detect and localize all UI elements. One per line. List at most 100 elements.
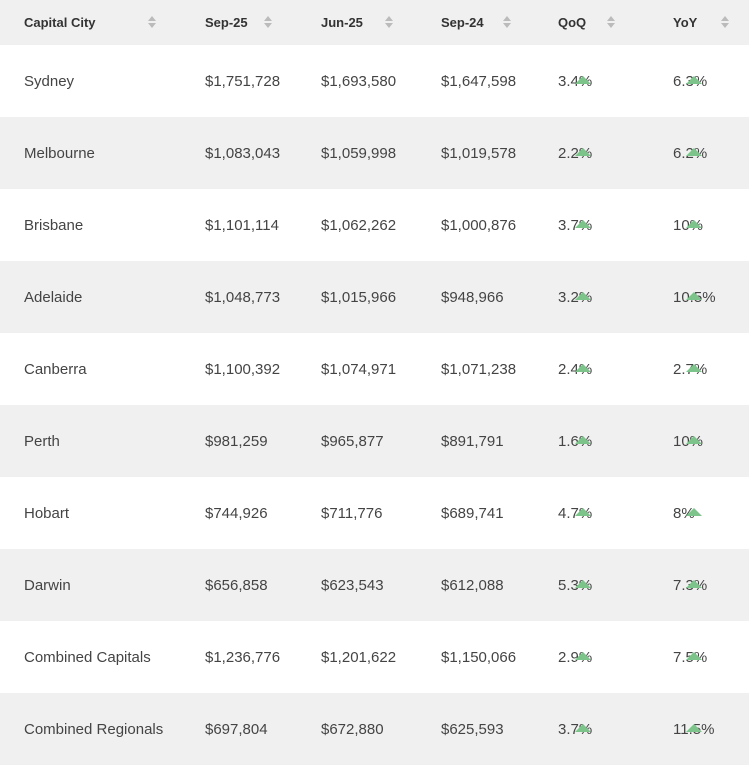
- col-header-yoy[interactable]: YoY: [640, 0, 749, 45]
- col-header-label: QoQ: [558, 15, 587, 30]
- cell-jun25: $623,543: [321, 576, 384, 594]
- col-header-label: YoY: [673, 15, 698, 30]
- cell-jun25: $1,693,580: [321, 72, 397, 90]
- cell-yoy: 2.7%: [640, 333, 749, 405]
- trend-up-icon: [686, 220, 702, 228]
- cell-yoy: 6.3%: [640, 45, 749, 117]
- cell-qoq: 3.2%: [535, 261, 640, 333]
- trend-up-icon: [575, 652, 591, 660]
- cell-yoy: 10%: [640, 189, 749, 261]
- cell-city: Combined Capitals: [24, 648, 151, 666]
- table-row: Hobart $744,926 $711,776 $689,741 4.7% 8…: [0, 477, 749, 549]
- trend-up-icon: [686, 148, 702, 156]
- col-header-label: Sep-25: [205, 15, 248, 30]
- cell-yoy: 10%: [640, 405, 749, 477]
- cell-qoq: 2.2%: [535, 117, 640, 189]
- col-header-label: Sep-24: [441, 15, 484, 30]
- cell-sep24: $1,000,876: [441, 216, 517, 234]
- cell-jun25: $672,880: [321, 720, 384, 738]
- cell-qoq: 3.7%: [535, 189, 640, 261]
- sort-icon[interactable]: [385, 16, 393, 28]
- trend-up-icon: [575, 220, 591, 228]
- col-header-qoq[interactable]: QoQ: [535, 0, 640, 45]
- table-header: Capital City Sep-25 Jun-25 Sep-24 QoQ Yo…: [0, 0, 749, 45]
- cell-jun25: $1,062,262: [321, 216, 397, 234]
- table-row: Combined Capitals $1,236,776 $1,201,622 …: [0, 621, 749, 693]
- table-row: Canberra $1,100,392 $1,074,971 $1,071,23…: [0, 333, 749, 405]
- cell-qoq: 3.7%: [535, 693, 640, 765]
- trend-up-icon: [686, 436, 702, 444]
- cell-sep25: $1,101,114: [205, 216, 279, 234]
- cell-qoq: 1.6%: [535, 405, 640, 477]
- cell-yoy: 10.5%: [640, 261, 749, 333]
- trend-up-icon: [686, 580, 702, 588]
- trend-up-icon: [686, 652, 702, 660]
- cell-sep25: $1,100,392: [205, 360, 281, 378]
- cell-qoq: 2.9%: [535, 621, 640, 693]
- cell-city: Adelaide: [24, 288, 83, 306]
- cell-city: Combined Regionals: [24, 720, 164, 738]
- cell-sep24: $625,593: [441, 720, 504, 738]
- cell-sep24: $948,966: [441, 288, 504, 306]
- trend-up-icon: [575, 364, 591, 372]
- cell-yoy: 8%: [640, 477, 749, 549]
- cell-yoy: 7.3%: [640, 549, 749, 621]
- cell-qoq: 3.4%: [535, 45, 640, 117]
- cell-city: Canberra: [24, 360, 87, 378]
- cell-city: Brisbane: [24, 216, 84, 234]
- cell-sep25: $981,259: [205, 432, 268, 450]
- cell-city: Melbourne: [24, 144, 95, 162]
- cell-yoy: 6.2%: [640, 117, 749, 189]
- cell-qoq: 5.3%: [535, 549, 640, 621]
- cell-sep24: $1,019,578: [441, 144, 517, 162]
- trend-up-icon: [686, 724, 702, 732]
- cell-sep25: $1,236,776: [205, 648, 281, 666]
- cell-sep25: $744,926: [205, 504, 268, 522]
- col-header-jun25[interactable]: Jun-25: [298, 0, 418, 45]
- trend-up-icon: [575, 436, 591, 444]
- cell-jun25: $965,877: [321, 432, 384, 450]
- cell-yoy: 11.5%: [640, 693, 749, 765]
- trend-up-icon: [686, 76, 702, 84]
- cell-sep24: $1,647,598: [441, 72, 517, 90]
- cell-city: Hobart: [24, 504, 70, 522]
- col-header-sep25[interactable]: Sep-25: [181, 0, 298, 45]
- trend-up-icon: [686, 292, 702, 300]
- table-row: Adelaide $1,048,773 $1,015,966 $948,966 …: [0, 261, 749, 333]
- trend-up-icon: [575, 724, 591, 732]
- sort-icon[interactable]: [721, 16, 729, 28]
- table-row: Sydney $1,751,728 $1,693,580 $1,647,598 …: [0, 45, 749, 117]
- cell-city: Darwin: [24, 576, 71, 594]
- trend-up-icon: [575, 508, 591, 516]
- sort-icon[interactable]: [607, 16, 615, 28]
- cell-sep24: $1,071,238: [441, 360, 517, 378]
- col-header-label: Jun-25: [321, 15, 363, 30]
- cell-sep24: $1,150,066: [441, 648, 517, 666]
- cell-city: Perth: [24, 432, 60, 450]
- col-header-sep24[interactable]: Sep-24: [418, 0, 535, 45]
- table-row: Perth $981,259 $965,877 $891,791 1.6% 10…: [0, 405, 749, 477]
- sort-icon[interactable]: [148, 16, 156, 28]
- cell-sep25: $656,858: [205, 576, 268, 594]
- trend-up-icon: [575, 148, 591, 156]
- cell-yoy: 7.5%: [640, 621, 749, 693]
- cell-sep25: $1,751,728: [205, 72, 281, 90]
- cell-jun25: $1,074,971: [321, 360, 397, 378]
- trend-up-icon: [575, 292, 591, 300]
- cell-jun25: $711,776: [321, 504, 383, 522]
- trend-up-icon: [686, 508, 702, 516]
- table-body: Sydney $1,751,728 $1,693,580 $1,647,598 …: [0, 45, 749, 765]
- cell-sep24: $612,088: [441, 576, 504, 594]
- table-row: Melbourne $1,083,043 $1,059,998 $1,019,5…: [0, 117, 749, 189]
- sort-icon[interactable]: [264, 16, 272, 28]
- cell-sep25: $697,804: [205, 720, 268, 738]
- sort-icon[interactable]: [503, 16, 511, 28]
- cell-sep24: $891,791: [441, 432, 504, 450]
- col-header-city[interactable]: Capital City: [0, 0, 181, 45]
- cell-sep25: $1,083,043: [205, 144, 281, 162]
- cell-qoq: 2.4%: [535, 333, 640, 405]
- cell-jun25: $1,059,998: [321, 144, 397, 162]
- table-row: Brisbane $1,101,114 $1,062,262 $1,000,87…: [0, 189, 749, 261]
- cell-jun25: $1,015,966: [321, 288, 397, 306]
